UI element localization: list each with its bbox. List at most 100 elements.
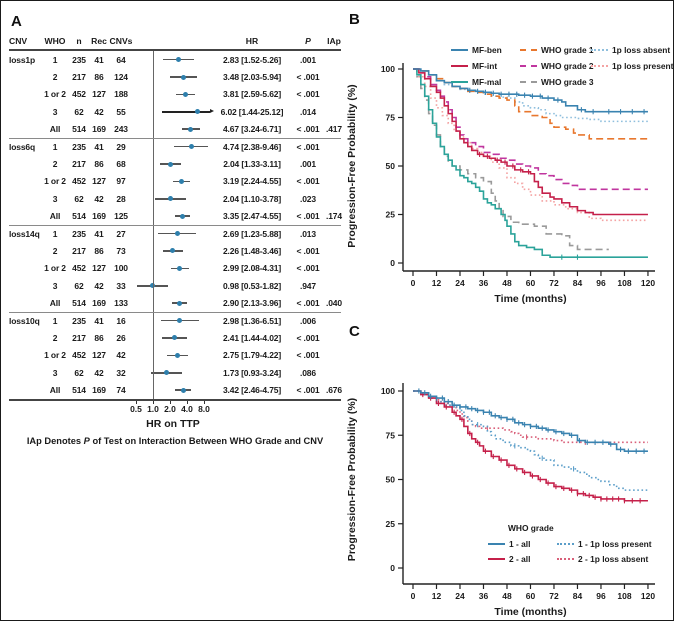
cell-who: 2 xyxy=(52,159,58,170)
forest-table-row: 3 62 42 55 6.02 [1.44-25.12] .014 xyxy=(9,103,341,120)
forest-table-row: 3 62 42 28 2.04 [1.10-3.78] .023 xyxy=(9,190,341,207)
cell-who: 3 xyxy=(52,280,58,291)
forest-table-row: 1 or 2 452 127 97 3.19 [2.24-4.55] < .001 xyxy=(9,173,341,190)
forest-cell xyxy=(133,329,211,346)
legend-label: WHO grade 3 xyxy=(541,77,594,87)
forest-table-row: loss10q 1 235 41 16 2.98 [1.36-6.51] .006 xyxy=(9,312,341,329)
footnote-text-tail: of Test on Interaction Between WHO Grade… xyxy=(89,436,324,446)
forest-table-row: 1 or 2 452 127 42 2.75 [1.79-4.22] < .001 xyxy=(9,347,341,364)
legend-entry: MF-mal xyxy=(451,77,501,87)
hr-point-marker xyxy=(188,144,194,150)
hr-point-marker xyxy=(177,318,183,324)
legend-label: 1p loss absent xyxy=(612,45,671,55)
hr-point-marker xyxy=(178,178,184,184)
cell-p: .947 xyxy=(300,280,316,291)
cell-p: .013 xyxy=(300,228,316,239)
cell-rec: 127 xyxy=(92,350,106,361)
col-header-who: WHO xyxy=(44,36,66,46)
cell-who: 3 xyxy=(52,193,58,204)
cell-hr: 1.73 [0.93-3.24] xyxy=(222,367,282,378)
hr-point-marker xyxy=(167,161,173,167)
cell-p: .001 xyxy=(300,54,316,65)
censor-ticks xyxy=(561,254,579,260)
forest-cell xyxy=(133,68,211,85)
cell-p: .001 xyxy=(300,159,316,170)
panel-a-forest-table: A CNV WHO n Rec CNVs HR P IAp loss1p 1 235… xyxy=(7,5,343,465)
censor-ticks xyxy=(422,391,641,504)
forest-table-row: All 514 169 74 3.42 [2.46-4.75] < .001 .676 xyxy=(9,381,342,398)
cell-hr: 4.67 [3.24-6.71] xyxy=(222,124,282,135)
km-curve xyxy=(413,68,648,222)
cell-n: 514 xyxy=(72,124,86,135)
x-tick-label: 24 xyxy=(455,278,465,288)
cell-p: .014 xyxy=(300,106,316,117)
cell-hr: 3.81 [2.59-5.62] xyxy=(222,89,282,100)
legend-label: MF-mal xyxy=(472,77,502,87)
x-tick-label: 96 xyxy=(596,591,606,601)
cell-rec: 42 xyxy=(94,193,104,204)
forest-table-rows: loss1p 1 235 41 64 2.83 [1.52-5.26] .001 2 217 86… xyxy=(9,51,342,399)
km-curve xyxy=(413,68,648,113)
col-header-cnvs: CNVs xyxy=(109,36,133,46)
cell-rec: 42 xyxy=(94,106,104,117)
cell-hr: 3.42 [2.46-4.75] xyxy=(222,385,282,396)
cell-n: 217 xyxy=(72,159,86,170)
cell-n: 217 xyxy=(72,245,86,256)
cell-who: All xyxy=(49,298,61,309)
cell-who: 1 xyxy=(52,141,58,152)
cell-p: .086 xyxy=(300,367,316,378)
hr-point-marker xyxy=(177,265,183,271)
axis-tick xyxy=(187,400,189,404)
x-tick-label: 84 xyxy=(573,591,583,601)
cell-hr: 3.35 [2.47-4.55] xyxy=(222,211,282,222)
group-separator xyxy=(9,138,341,140)
forest-table-header: CNV WHO n Rec CNVs HR P IAp xyxy=(9,34,341,48)
cell-rec: 169 xyxy=(92,298,106,309)
forest-table-row: 2 217 86 68 2.04 [1.33-3.11] .001 xyxy=(9,155,341,172)
forest-table-row: 1 or 2 452 127 100 2.99 [2.08-4.31] < .001 xyxy=(9,260,341,277)
cell-rec: 41 xyxy=(94,54,104,65)
km-chart-c: 0 25 50 75 100 0 12 24 36 48 60 72 84 96 108 120 Time (m… xyxy=(346,383,655,618)
legend-label: 1 - 1p loss present xyxy=(578,539,652,549)
cell-cnv: loss1p xyxy=(9,54,36,65)
cell-hr: 2.69 [1.23-5.88] xyxy=(222,228,282,239)
x-tick-label: 36 xyxy=(479,591,489,601)
censor-ticks xyxy=(479,151,530,175)
x-axis-title: Time (months) xyxy=(494,293,566,305)
forest-cell xyxy=(133,173,211,190)
cell-p: .006 xyxy=(300,315,316,326)
y-tick-label: 100 xyxy=(381,386,395,396)
col-header-n: n xyxy=(76,36,82,46)
hr-point-marker xyxy=(170,248,176,254)
cell-cnvs: 243 xyxy=(114,124,128,135)
legend-line-swatch xyxy=(557,543,574,545)
ci-line xyxy=(161,111,210,113)
km-curve xyxy=(413,390,648,452)
forest-cell xyxy=(133,103,214,120)
cell-n: 452 xyxy=(72,176,86,187)
x-tick-label: 72 xyxy=(549,278,559,288)
cell-p: < .001 xyxy=(296,245,320,256)
axis-tick xyxy=(153,400,155,404)
cell-who: 1 or 2 xyxy=(44,176,66,187)
axis-tick-label: 2.0 xyxy=(164,404,176,414)
cell-iap: .174 xyxy=(326,211,342,222)
cell-n: 62 xyxy=(74,193,84,204)
hr-point-marker xyxy=(175,352,181,358)
x-tick-label: 24 xyxy=(455,591,465,601)
forest-cell xyxy=(133,208,211,225)
cell-n: 235 xyxy=(72,315,86,326)
legend-label: 1p loss present xyxy=(612,61,674,71)
legend-line-swatch xyxy=(591,65,608,67)
legend-entry: MF-ben xyxy=(451,45,502,55)
cell-cnvs: 26 xyxy=(116,332,126,343)
legend-entry: 2 - 1p loss absent xyxy=(557,554,648,564)
forest-table-row: 2 217 86 26 2.41 [1.44-4.02] < .001 xyxy=(9,329,341,346)
cell-who: 1 xyxy=(52,228,58,239)
legend-line-swatch xyxy=(520,49,537,51)
forest-cell xyxy=(133,381,211,398)
km-curve xyxy=(413,68,648,191)
panel-c-km-plot: C 0 25 50 75 100 0 12 24 36 48 60 72 84 96 108 120 Time … xyxy=(341,317,673,620)
cell-cnv: loss14q xyxy=(9,228,40,239)
legend-label: WHO grade 2 xyxy=(541,61,594,71)
